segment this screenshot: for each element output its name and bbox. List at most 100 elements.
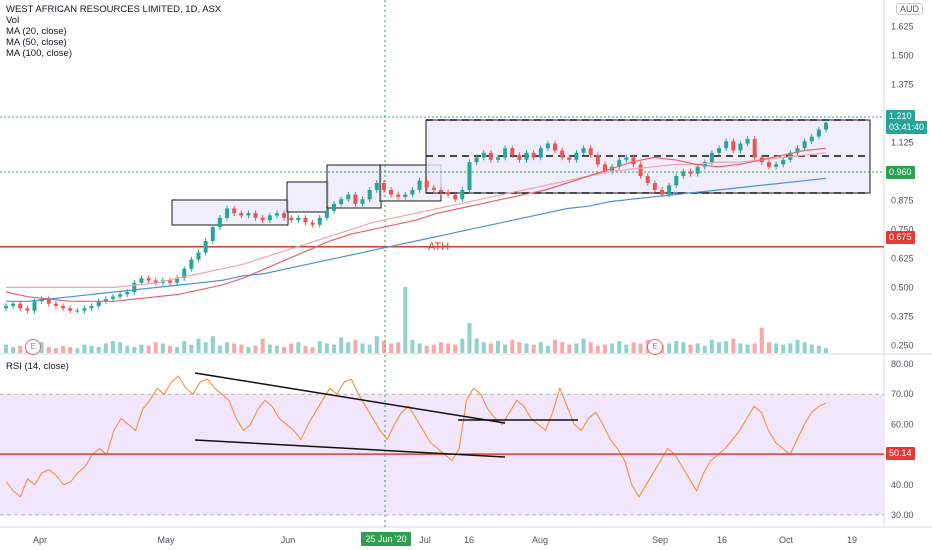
volume-bar [239,344,244,353]
candle-body [132,282,137,293]
candle-body [531,152,536,158]
price-tick-label: 0.875 [891,195,914,205]
volume-bar [809,344,814,353]
volume-bar [146,345,151,353]
volume-bar [567,344,572,353]
candle-body [125,292,130,295]
volume-bar [496,341,500,353]
volume-bar [267,344,272,353]
earnings-icon[interactable]: E [647,339,663,355]
volume-bar [182,341,187,353]
volume-bar [731,338,736,353]
price-tick-label: 1.375 [891,79,914,89]
volume-bar [624,344,629,353]
candle-body [289,217,294,221]
candle-body [410,189,415,195]
price-tick-label: 0.375 [891,311,914,321]
volume-bar [125,345,130,353]
volume-bar [681,342,686,353]
candle-body [403,194,408,197]
candle-body [168,280,172,283]
rsi-legend[interactable]: RSI (14, close) [6,361,69,372]
volume-bar [403,287,408,353]
candle-body [745,138,750,144]
volume-bar [346,342,351,353]
currency-badge[interactable]: AUD [896,3,924,15]
earnings-icon[interactable]: E [25,339,41,355]
ma50-legend[interactable]: MA (50, close) [6,37,67,48]
candle-body [467,162,472,190]
volume-bar [517,342,522,353]
time-tick-label: Sep [652,535,668,545]
volume-bar [481,342,486,353]
volume-bar [396,342,401,353]
time-tick-label: Jun [281,535,296,545]
ma20-legend[interactable]: MA (20, close) [6,26,67,37]
candle-body [816,129,821,137]
candle-body [68,308,73,311]
volume-bar [745,344,750,353]
volume-bar [595,345,600,353]
ma50-line [6,152,827,288]
candle-body [766,162,771,167]
volume-bar [303,345,308,353]
volume-bar [139,344,144,353]
candle-body [53,303,58,306]
volume-bar [39,342,44,353]
volume-bar [61,345,66,353]
candle-body [153,280,158,283]
candle-body [367,189,372,200]
rsi-tick-label: 70.00 [891,389,914,399]
rsi-line [5,375,827,498]
candle-body [110,296,115,299]
candle-body [146,278,151,281]
symbol-title[interactable]: WEST AFRICAN RESOURCES LIMITED, 1D, ASX [6,4,222,15]
candle-body [282,213,287,218]
volume-bar [339,337,344,353]
candle-body [274,213,279,216]
time-tick-label: 16 [464,535,474,545]
candle-body [175,278,180,283]
candle-body [724,141,729,149]
candle-body [18,303,23,309]
level-960-badge: 0.960 [886,166,915,179]
volume-bar [360,343,365,353]
volume-bar [709,339,714,353]
candle-body [317,217,322,225]
volume-bar [460,338,465,353]
volume-bar [310,347,315,353]
volume-bar [474,338,479,353]
volume-bar [196,338,201,353]
volume-bar [11,347,16,353]
candle-body [738,143,743,151]
volume-bar [717,342,722,353]
volume-bar [132,347,137,353]
candle-body [581,148,586,153]
volume-bar [89,345,94,353]
volume-bar [118,342,123,353]
candle-body [602,164,607,172]
candle-body [296,217,301,221]
volume-bar [431,344,436,353]
candle-body [75,310,80,312]
rsi-tick-label: 40.00 [891,480,914,490]
price-tick-label: 0.250 [891,340,914,350]
candle-body [802,141,807,149]
candle-body [795,148,800,153]
volume-bar [824,348,828,353]
volume-bar [738,343,743,353]
time-tick-label: Apr [33,535,47,545]
candle-body [503,148,508,158]
volume-bar [524,343,529,353]
volume-bar [332,344,336,353]
volume-bar [453,344,458,353]
ma100-legend[interactable]: MA (100, close) [6,48,72,59]
price-tick-label: 0.750 [891,224,914,234]
candle-body [118,294,123,297]
candle-body [731,141,736,151]
volume-bar [110,341,115,353]
candle-body [82,308,87,311]
volume-bar [103,343,108,353]
vol-legend[interactable]: Vol [6,15,20,26]
